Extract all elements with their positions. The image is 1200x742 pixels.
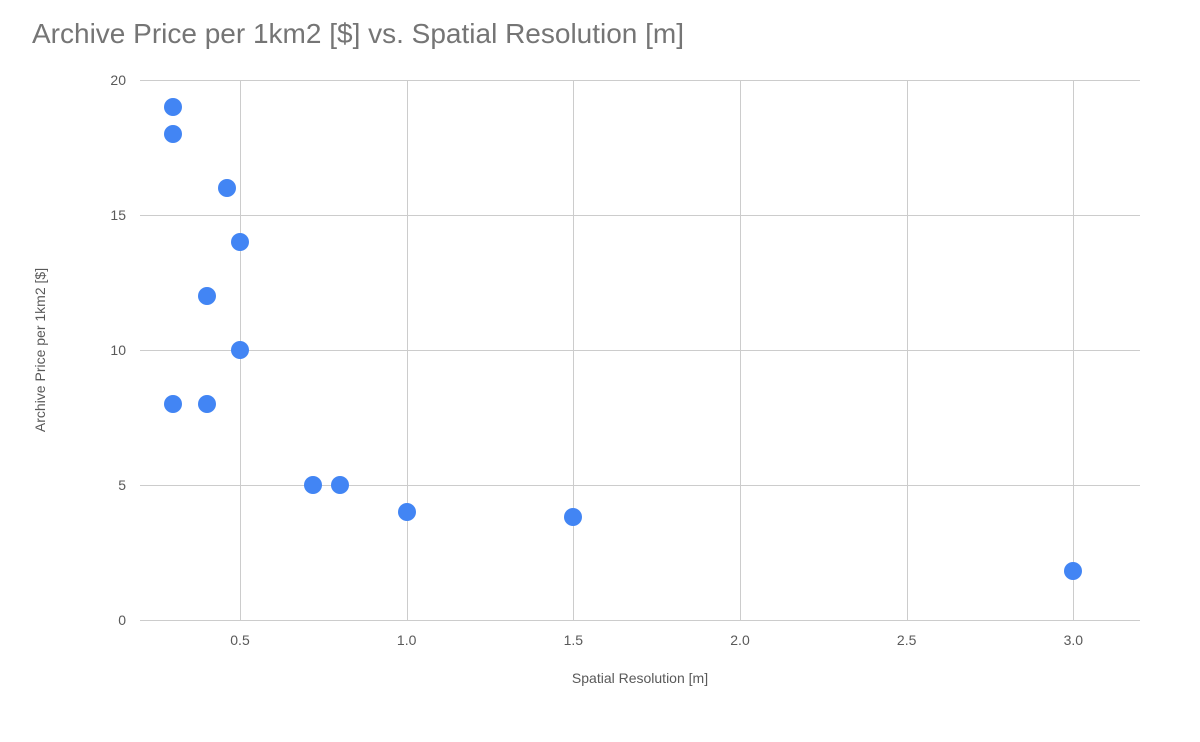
scatter-point xyxy=(564,508,582,526)
gridline-horizontal xyxy=(140,350,1140,351)
x-tick-label: 1.5 xyxy=(564,632,583,648)
y-tick-label: 10 xyxy=(110,342,126,358)
y-tick-label: 20 xyxy=(110,72,126,88)
x-axis-baseline xyxy=(140,620,1140,621)
scatter-point xyxy=(1064,562,1082,580)
chart-title: Archive Price per 1km2 [$] vs. Spatial R… xyxy=(32,18,684,50)
gridline-horizontal xyxy=(140,215,1140,216)
scatter-point xyxy=(231,233,249,251)
scatter-point xyxy=(164,125,182,143)
y-axis-label: Archive Price per 1km2 [$] xyxy=(32,268,48,432)
gridline-horizontal xyxy=(140,80,1140,81)
scatter-point xyxy=(331,476,349,494)
scatter-point xyxy=(218,179,236,197)
scatter-point xyxy=(198,395,216,413)
plot-area xyxy=(140,80,1140,620)
scatter-point xyxy=(231,341,249,359)
x-axis-label: Spatial Resolution [m] xyxy=(572,670,708,686)
scatter-point xyxy=(164,395,182,413)
x-tick-label: 2.5 xyxy=(897,632,916,648)
y-tick-label: 0 xyxy=(118,612,126,628)
chart-container: Archive Price per 1km2 [$] vs. Spatial R… xyxy=(0,0,1200,742)
x-tick-label: 3.0 xyxy=(1064,632,1083,648)
y-tick-label: 15 xyxy=(110,207,126,223)
x-tick-label: 0.5 xyxy=(230,632,249,648)
scatter-point xyxy=(164,98,182,116)
x-tick-label: 2.0 xyxy=(730,632,749,648)
scatter-point xyxy=(304,476,322,494)
scatter-point xyxy=(198,287,216,305)
y-tick-label: 5 xyxy=(118,477,126,493)
gridline-horizontal xyxy=(140,485,1140,486)
scatter-point xyxy=(398,503,416,521)
x-tick-label: 1.0 xyxy=(397,632,416,648)
